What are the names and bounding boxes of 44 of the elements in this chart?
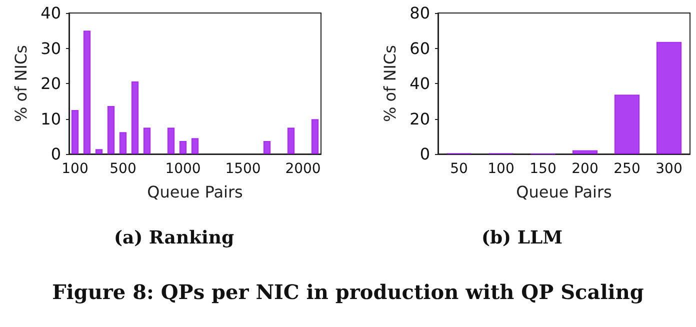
x-axis-title: Queue Pairs [147,182,243,202]
x-tick-label: 500 [110,161,136,177]
y-tick-label: 0 [420,144,430,164]
y-tick-label: 80 [410,4,430,22]
x-tick-label: 1500 [225,161,261,177]
y-tick-label: 30 [40,38,61,58]
x-tick-label: 150 [530,161,556,177]
x-tick-label: 100 [488,161,514,177]
bar [179,140,187,154]
x-tick-label: 1000 [165,161,201,177]
bar [311,119,319,154]
x-tick-label: 2000 [285,161,321,177]
y-tick-label: 40 [40,4,61,22]
x-tick-label: 100 [62,161,88,177]
bar [131,81,139,154]
y-tick-label: 40 [410,74,430,93]
x-tick-label: 250 [614,161,640,177]
y-tick-label: 0 [50,144,61,164]
caption: Figure 8: QPs per NIC in production with QP Scaling [51,280,645,304]
bar [614,94,640,154]
text: (a) Ranking [114,228,234,248]
y-tick-label: 20 [410,109,430,128]
y-tick-label: 20 [40,74,61,93]
y-tick-label: 10 [40,109,61,128]
bar [191,138,199,154]
bar [287,128,295,154]
y-tick-label: 60 [410,38,430,58]
bar [143,128,151,154]
bar [83,30,91,154]
bar [107,106,115,154]
bar [95,149,103,154]
bar [71,110,79,154]
bar [263,140,271,154]
bar [119,132,127,154]
y-axis-title: % of NICs [380,45,400,122]
y-axis-title: % of NICs [12,45,30,122]
x-tick-label: 200 [572,161,598,177]
bar [656,42,682,154]
x-tick-label: 50 [450,161,468,177]
bar [167,128,175,154]
bar [572,150,598,154]
x-tick-label: 300 [656,161,682,177]
x-axis-title: Queue Pairs [516,182,612,202]
text: (b) LLM [481,228,563,248]
